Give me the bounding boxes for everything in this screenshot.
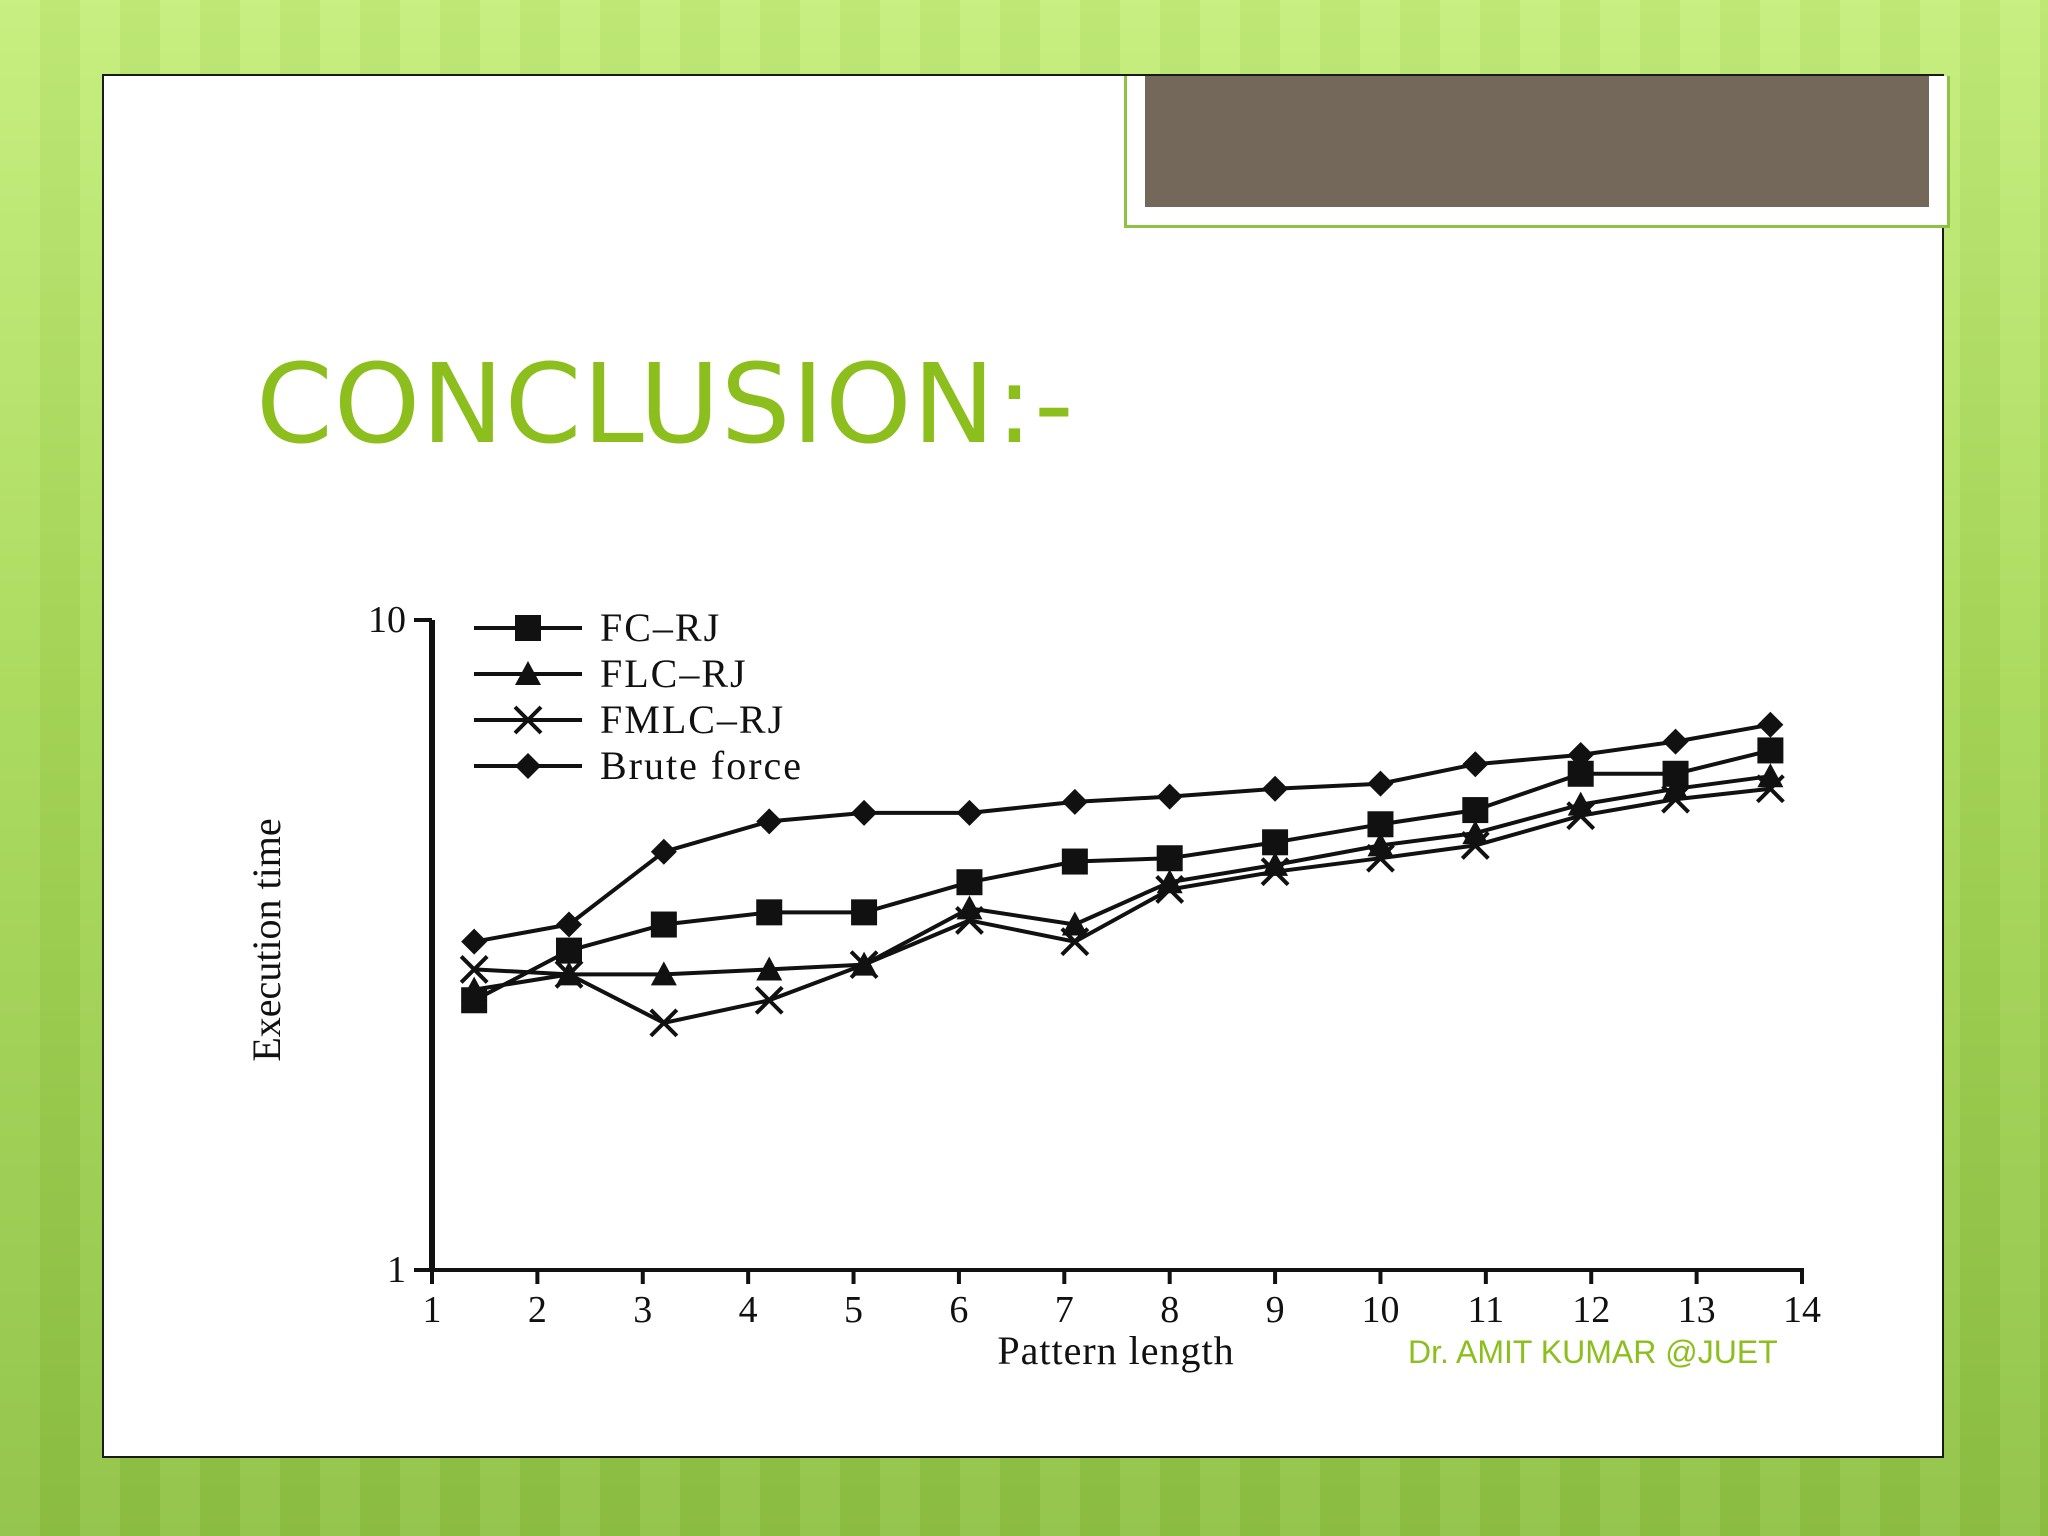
data-point-fmlc-rj — [459, 955, 489, 984]
data-point-flc-rj — [756, 956, 783, 981]
data-point-brute-force — [1156, 783, 1183, 810]
x-tick-label: 14 — [1783, 1289, 1821, 1331]
data-point-fmlc-rj — [1755, 774, 1785, 804]
legend-marker — [515, 661, 541, 685]
legend-item-fc-rj: FC–RJ — [474, 605, 721, 650]
legend-label: FC–RJ — [600, 605, 721, 650]
y-tick-label: 10 — [368, 599, 406, 641]
data-point-brute-force — [1061, 788, 1088, 815]
data-point-fmlc-rj — [1460, 830, 1490, 860]
data-point-fmlc-rj — [754, 985, 784, 1015]
legend-marker — [513, 705, 543, 735]
data-point-brute-force — [1567, 741, 1594, 768]
legend-label: FMLC–RJ — [600, 697, 785, 742]
x-tick-label: 3 — [633, 1289, 652, 1331]
data-point-fc-rj — [851, 899, 878, 926]
data-point-brute-force — [1367, 770, 1394, 797]
series-line-fc-rj — [473, 748, 1771, 1003]
data-point-fc-rj — [1262, 829, 1289, 856]
x-axis-label: Pattern length — [997, 1328, 1234, 1373]
data-point-fmlc-rj — [649, 1008, 679, 1038]
data-point-brute-force — [461, 928, 488, 955]
data-point-fc-rj — [1757, 737, 1784, 764]
x-tick-label: 13 — [1678, 1289, 1716, 1331]
header-box — [1124, 76, 1950, 228]
data-point-brute-force — [1462, 751, 1489, 778]
data-point-brute-force — [1262, 775, 1289, 802]
data-point-flc-rj — [956, 895, 983, 920]
data-point-flc-rj — [461, 976, 488, 1001]
series-line-flc-rj — [473, 774, 1771, 992]
x-tick-label: 4 — [739, 1289, 758, 1331]
x-tick-label: 12 — [1572, 1289, 1610, 1331]
data-point-flc-rj — [650, 961, 677, 986]
legend-item-flc-rj: FLC–RJ — [474, 651, 748, 696]
series-brute-force — [461, 711, 1784, 955]
data-point-fmlc-rj — [1366, 843, 1395, 873]
legend-label: Brute force — [600, 743, 803, 788]
x-tick-label: 9 — [1266, 1289, 1285, 1331]
data-point-fmlc-rj — [955, 906, 984, 935]
data-point-fc-rj — [956, 869, 983, 896]
x-tick-label: 2 — [528, 1289, 547, 1331]
x-tick-label: 6 — [949, 1289, 968, 1331]
slide-frame — [102, 74, 1950, 1458]
legend-item-fmlc-rj: FMLC–RJ — [474, 697, 785, 742]
data-point-flc-rj — [1757, 763, 1784, 788]
data-point-fmlc-rj — [1060, 927, 1090, 957]
x-tick-label: 8 — [1160, 1289, 1179, 1331]
x-tick-label: 5 — [844, 1289, 863, 1331]
data-point-flc-rj — [1061, 911, 1088, 936]
x-tick-label: 7 — [1055, 1289, 1074, 1331]
series-line-brute-force — [473, 722, 1771, 944]
data-point-fmlc-rj — [1566, 801, 1596, 831]
series-layer — [459, 711, 1785, 1038]
data-point-fmlc-rj — [1260, 857, 1290, 887]
series-fmlc-rj — [459, 774, 1785, 1038]
data-point-fc-rj — [756, 899, 783, 926]
data-point-fc-rj — [1156, 845, 1183, 872]
y-axis-label: Execution time — [244, 818, 289, 1061]
legend-item-brute-force: Brute force — [474, 743, 803, 788]
y-tick-label: 1 — [387, 1249, 406, 1291]
data-point-brute-force — [756, 808, 783, 835]
data-point-brute-force — [1757, 711, 1784, 738]
data-point-fmlc-rj — [1661, 784, 1690, 814]
data-point-fc-rj — [1061, 848, 1088, 875]
data-point-fc-rj — [556, 937, 582, 964]
data-point-brute-force — [650, 838, 677, 865]
legend-marker — [515, 753, 541, 779]
data-point-brute-force — [956, 799, 983, 826]
data-point-brute-force — [556, 911, 582, 938]
x-tick-label: 1 — [423, 1289, 442, 1331]
data-point-fc-rj — [1462, 797, 1489, 824]
slide-title: CONCLUSION:- — [256, 340, 1075, 468]
legend-label: FLC–RJ — [600, 651, 748, 696]
legend-marker — [515, 615, 541, 641]
x-tick-label: 11 — [1468, 1289, 1505, 1331]
data-point-fmlc-rj — [849, 950, 879, 980]
data-point-brute-force — [1662, 728, 1689, 755]
data-point-fmlc-rj — [1155, 875, 1185, 904]
data-point-brute-force — [851, 799, 878, 826]
header-box-fill — [1145, 76, 1929, 207]
data-point-fmlc-rj — [554, 959, 584, 989]
data-point-fc-rj — [650, 911, 677, 938]
series-line-fmlc-rj — [474, 786, 1771, 1025]
footer-credit: Dr. AMIT KUMAR @JUET — [1408, 1334, 1778, 1370]
x-tick-label: 10 — [1361, 1289, 1399, 1331]
